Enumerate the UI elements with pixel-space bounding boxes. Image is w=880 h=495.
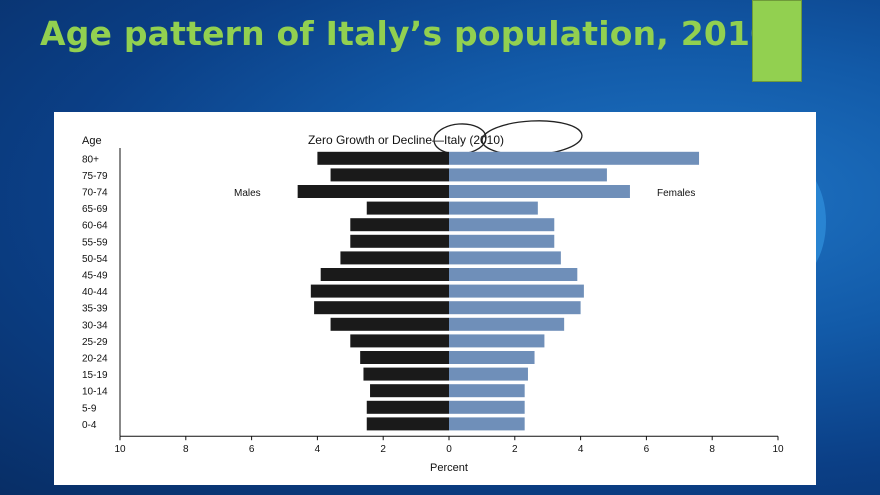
age-label-30-34: 30-34 <box>82 320 108 331</box>
bar-female-40-44 <box>449 284 584 298</box>
chart-title: Zero Growth or Decline—Italy (2010) <box>308 133 504 147</box>
bar-female-50-54 <box>449 251 561 265</box>
age-label-15-19: 15-19 <box>82 370 108 381</box>
bar-female-15-19 <box>449 367 528 381</box>
bar-female-10-14 <box>449 384 525 398</box>
bar-male-10-14 <box>370 384 449 398</box>
age-label-35-39: 35-39 <box>82 304 108 315</box>
bar-male-20-24 <box>360 351 449 364</box>
bar-male-5-9 <box>366 400 449 414</box>
bar-female-0-4 <box>449 417 525 431</box>
bar-male-55-59 <box>350 234 449 248</box>
x-tick-label-9: 8 <box>709 444 715 455</box>
population-pyramid-chart: Zero Growth or Decline—Italy (2010) Age … <box>82 120 784 474</box>
bar-male-40-44 <box>310 284 449 298</box>
age-label-55-59: 55-59 <box>82 237 108 248</box>
bar-female-5-9 <box>449 400 525 414</box>
age-label-40-44: 40-44 <box>82 287 108 298</box>
age-label-60-64: 60-64 <box>82 221 108 232</box>
bar-male-25-29 <box>350 334 449 348</box>
slide-title: Age pattern of Italy’s population, 2010 <box>40 14 774 53</box>
bar-male-15-19 <box>363 367 449 381</box>
accent-bar <box>752 0 802 82</box>
x-tick-label-7: 4 <box>578 444 584 455</box>
x-tick-label-1: 8 <box>183 444 189 455</box>
bar-male-35-39 <box>314 301 449 315</box>
age-label-80+: 80+ <box>82 154 99 165</box>
age-label-5-9: 5-9 <box>82 403 97 414</box>
bar-female-60-64 <box>449 218 555 232</box>
age-label-25-29: 25-29 <box>82 337 108 348</box>
bar-female-70-74 <box>449 185 630 198</box>
x-tick-label-0: 10 <box>114 444 126 455</box>
legend-females: Females <box>657 188 695 199</box>
x-tick-label-6: 2 <box>512 444 518 455</box>
x-tick-label-4: 2 <box>380 444 386 455</box>
bar-female-55-59 <box>449 234 555 248</box>
age-label-45-49: 45-49 <box>82 271 108 282</box>
bar-female-80+ <box>449 151 700 165</box>
age-label-10-14: 10-14 <box>82 387 108 398</box>
bar-male-50-54 <box>340 251 449 265</box>
x-tick-label-3: 4 <box>315 444 321 455</box>
age-label-70-74: 70-74 <box>82 188 108 199</box>
x-axis-label: Percent <box>430 462 468 474</box>
age-label-0-4: 0-4 <box>82 420 97 431</box>
bar-male-80+ <box>317 151 449 165</box>
bar-male-45-49 <box>320 268 449 281</box>
x-tick-label-10: 10 <box>772 444 784 455</box>
age-label-20-24: 20-24 <box>82 354 108 365</box>
chart-panel: Zero Growth or Decline—Italy (2010) Age … <box>54 112 816 485</box>
age-label-65-69: 65-69 <box>82 204 108 215</box>
y-axis-label: Age <box>82 135 102 147</box>
bar-female-25-29 <box>449 334 545 348</box>
bar-male-0-4 <box>366 417 449 431</box>
legend-males: Males <box>234 188 261 199</box>
x-tick-label-8: 6 <box>644 444 650 455</box>
bar-female-35-39 <box>449 301 581 315</box>
bar-female-45-49 <box>449 268 578 281</box>
age-label-75-79: 75-79 <box>82 171 108 182</box>
bar-male-70-74 <box>297 185 449 198</box>
x-tick-label-5: 0 <box>446 444 452 455</box>
bar-female-75-79 <box>449 168 607 182</box>
bar-male-75-79 <box>330 168 449 182</box>
age-label-50-54: 50-54 <box>82 254 108 265</box>
bar-male-30-34 <box>330 317 449 331</box>
bar-male-65-69 <box>366 201 449 215</box>
bar-female-30-34 <box>449 317 565 331</box>
x-tick-label-2: 6 <box>249 444 255 455</box>
bar-female-20-24 <box>449 351 535 364</box>
bar-male-60-64 <box>350 218 449 232</box>
bar-female-65-69 <box>449 201 538 215</box>
